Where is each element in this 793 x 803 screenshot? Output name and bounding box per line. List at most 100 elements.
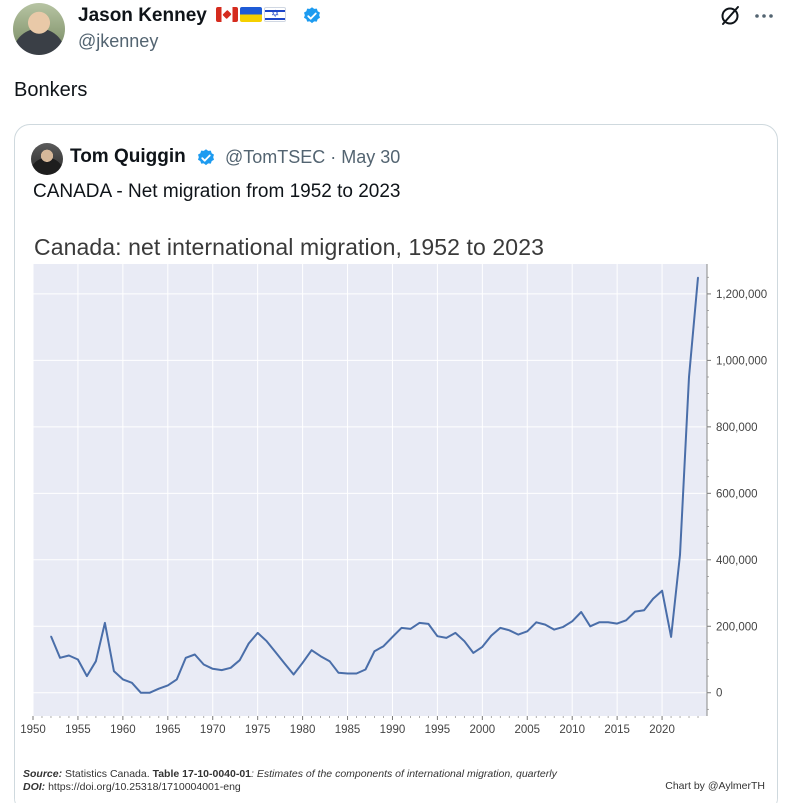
data-point (59, 657, 61, 659)
plot-area (33, 264, 707, 716)
data-point (598, 621, 600, 623)
x-tick-label: 1950 (20, 724, 46, 736)
data-point (337, 672, 340, 674)
data-point (158, 688, 160, 690)
data-point (266, 640, 268, 642)
canada-flag-icon (216, 7, 238, 22)
y-tick-label: 400,000 (716, 555, 758, 567)
doi-text: https://doi.org/10.25318/1710004001-eng (48, 781, 241, 793)
data-point (454, 632, 456, 634)
source-table: Table 17-10-0040-01 (152, 768, 252, 780)
x-tick-label: 2000 (470, 724, 496, 736)
quoted-handle-date[interactable]: @TomTSEC · May 30 (225, 147, 401, 167)
data-point (364, 668, 367, 671)
data-point (77, 658, 79, 661)
data-point (670, 636, 672, 638)
more-options-icon[interactable] (752, 4, 776, 28)
data-point (616, 623, 618, 625)
verified-badge-icon (304, 7, 320, 24)
data-point (535, 621, 537, 623)
tweet-text: Bonkers (14, 79, 88, 101)
data-point (661, 590, 663, 592)
data-point (427, 623, 430, 625)
data-point (355, 672, 358, 675)
migration-chart: 1950 1955 1960 1965 1970 1975 1980 1985 1990 1995… (20, 264, 767, 736)
author-flags (216, 7, 286, 22)
grok-icon[interactable] (718, 4, 742, 28)
data-point (95, 660, 97, 662)
x-tick-label: 2005 (514, 724, 540, 736)
data-point (607, 621, 609, 623)
data-point (526, 630, 528, 632)
data-point (571, 620, 573, 622)
quoted-verified-badge-icon (198, 149, 214, 166)
data-point (221, 669, 223, 671)
avatar[interactable] (13, 3, 65, 55)
data-point (517, 633, 519, 636)
quoted-avatar[interactable] (31, 143, 63, 175)
author-name[interactable]: Jason Kenney (78, 5, 207, 26)
data-point (688, 376, 690, 378)
data-point (679, 554, 681, 556)
y-tick-label: 1,000,000 (716, 355, 767, 367)
x-tick-label: 1975 (245, 724, 271, 736)
data-point (373, 650, 376, 652)
x-tick-label: 2015 (604, 724, 630, 736)
data-point (382, 645, 385, 647)
data-point (68, 654, 70, 657)
y-tick-label: 1,200,000 (716, 289, 767, 301)
x-tick-label: 1995 (425, 724, 451, 736)
data-point (239, 659, 241, 661)
data-point (346, 672, 349, 675)
data-point (176, 678, 178, 681)
data-point (328, 660, 331, 662)
source-text: Statistics Canada. (65, 768, 150, 780)
y-tick-label: 600,000 (716, 488, 758, 500)
quoted-tweet[interactable]: Tom Quiggin @TomTSEC · May 30 CANADA - N… (14, 124, 778, 803)
data-point (203, 663, 205, 666)
y-tick-label: 0 (716, 688, 722, 700)
data-point (319, 655, 322, 657)
data-point (445, 637, 447, 639)
israel-flag-icon (264, 7, 286, 22)
x-tick-label: 1955 (65, 724, 91, 736)
chart-source: Source: Statistics Canada. Table 17-10-0… (23, 768, 557, 780)
chart-doi: DOI: https://doi.org/10.25318/1710004001… (23, 781, 241, 793)
data-point (400, 627, 403, 629)
data-point (625, 619, 627, 621)
data-point (499, 627, 501, 629)
data-point (580, 611, 582, 613)
data-point (508, 629, 510, 631)
data-point (310, 649, 313, 651)
quoted-author-name[interactable]: Tom Quiggin (70, 146, 186, 167)
data-point (562, 626, 564, 628)
data-point (302, 662, 304, 664)
data-point (553, 628, 555, 631)
author-handle[interactable]: @jkenney (78, 31, 159, 51)
data-point (418, 622, 421, 624)
data-point (472, 652, 474, 654)
data-point (149, 692, 151, 694)
data-point (185, 657, 187, 659)
y-tick-label: 800,000 (716, 422, 758, 434)
x-tick-label: 1970 (200, 724, 226, 736)
data-point (293, 673, 295, 676)
data-point (122, 678, 124, 681)
data-point (167, 684, 169, 687)
quoted-tweet-text: CANADA - Net migration from 1952 to 2023 (33, 181, 401, 202)
chart-title: Canada: net international migration, 195… (34, 234, 544, 260)
x-tick-label: 1960 (110, 724, 136, 736)
data-point (248, 642, 250, 645)
data-point (275, 651, 277, 653)
data-point (212, 668, 214, 670)
data-point (589, 625, 591, 627)
chart-image[interactable]: 1950 1955 1960 1965 1970 1975 1980 1985 1990 1995… (15, 220, 777, 803)
data-point (113, 670, 115, 672)
data-point (257, 632, 259, 634)
data-point (643, 609, 645, 611)
data-point (104, 622, 106, 624)
data-point (86, 675, 88, 677)
y-tick-label: 200,000 (716, 621, 758, 633)
source-description: : Estimates of the components of interna… (251, 768, 557, 780)
